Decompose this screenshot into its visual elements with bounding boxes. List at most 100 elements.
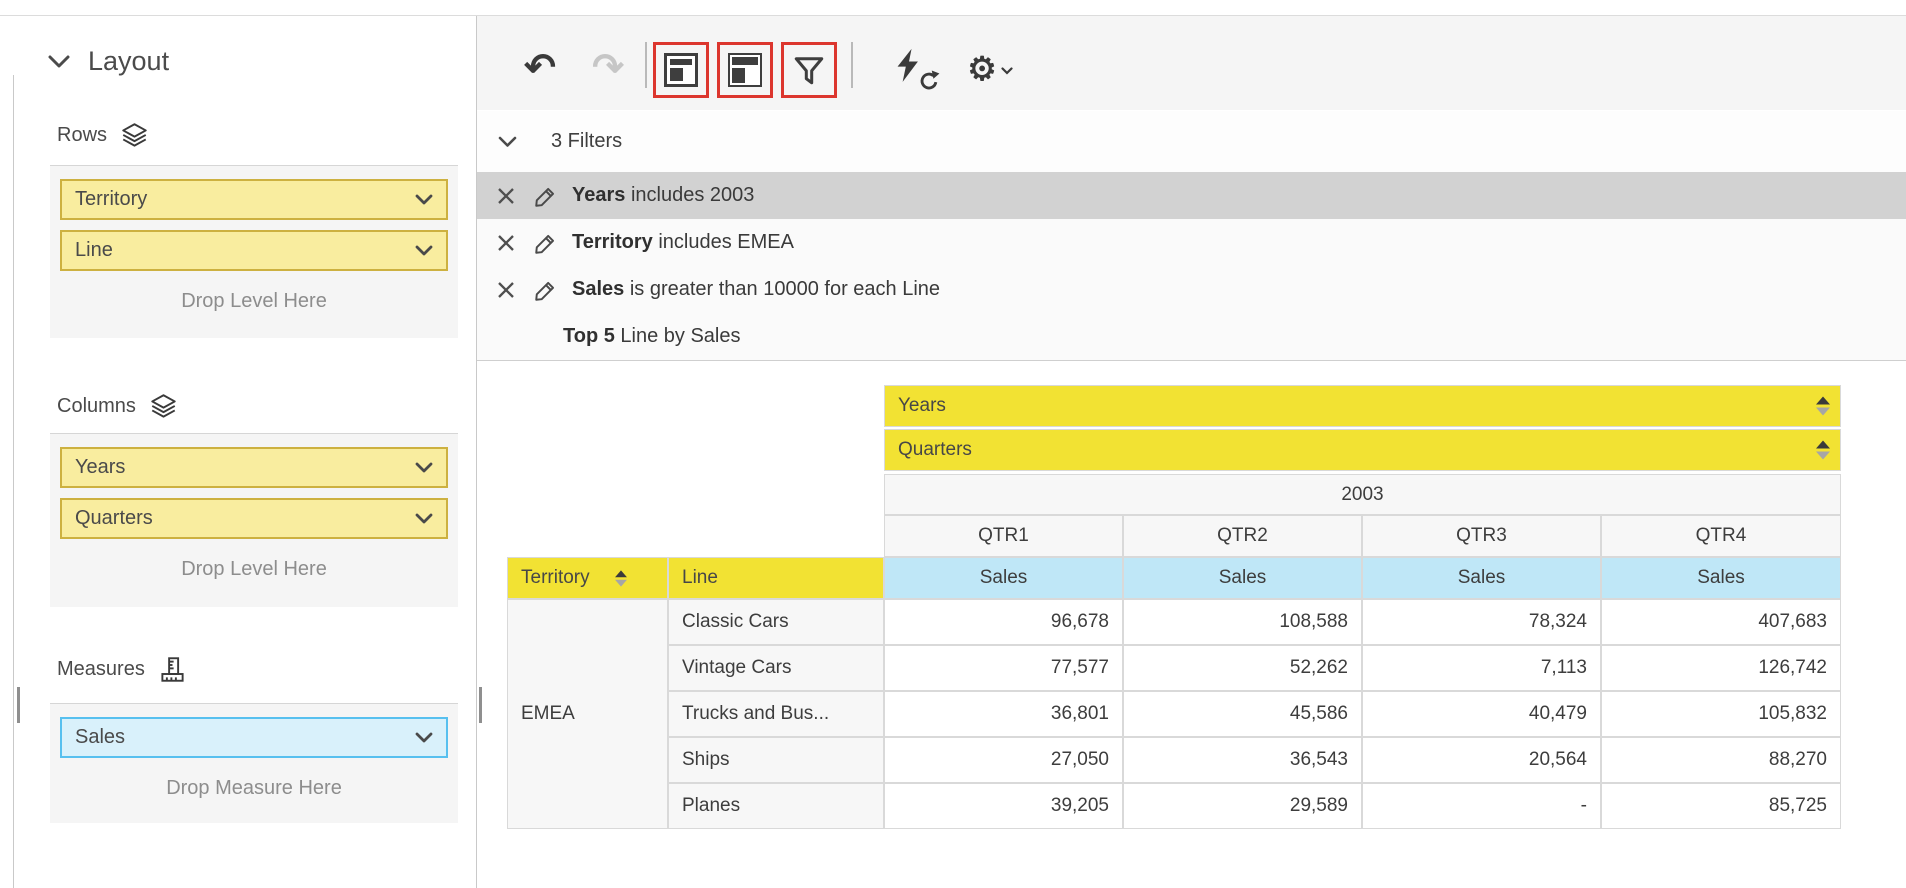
filter-row-years[interactable]: Years includes 2003 [477, 172, 1906, 219]
filter-text: Territory includes EMEA [572, 231, 794, 254]
value-cell[interactable]: 27,050 [884, 737, 1123, 783]
grid-headers-button[interactable] [717, 42, 773, 98]
quarter-header-cell[interactable]: QTR4 [1601, 515, 1841, 557]
remove-filter-icon[interactable] [497, 234, 517, 252]
value-cell[interactable]: 20,564 [1362, 737, 1601, 783]
rows-label: Rows [57, 124, 107, 147]
value-cell[interactable]: 36,543 [1123, 737, 1362, 783]
sidebar-left-border [13, 75, 14, 888]
measure-header-cell[interactable]: Sales [1123, 557, 1362, 599]
row-dimension-territory[interactable]: Territory [507, 557, 668, 599]
left-resize-handle[interactable] [17, 687, 20, 723]
value-cell[interactable]: 407,683 [1601, 599, 1841, 645]
filter-row-sales[interactable]: Sales is greater than 10000 for each Lin… [477, 266, 1906, 313]
column-dimension-years[interactable]: Years [884, 385, 1841, 427]
column-dimension-quarters[interactable]: Quarters [884, 429, 1841, 471]
filter-row-top5[interactable]: Top 5 Line by Sales [477, 313, 1906, 360]
value-cell[interactable]: 77,577 [884, 645, 1123, 691]
filters-header[interactable]: 3 Filters [477, 111, 1906, 172]
chevron-down-icon [415, 732, 433, 743]
value-cell[interactable]: 88,270 [1601, 737, 1841, 783]
measures-section-label: Measures [57, 656, 186, 683]
value-cell[interactable]: 108,588 [1123, 599, 1362, 645]
remove-filter-icon[interactable] [497, 187, 517, 205]
row-field-line[interactable]: Line [60, 230, 448, 271]
value-cell[interactable]: 78,324 [1362, 599, 1601, 645]
field-label: Quarters [75, 507, 153, 530]
divider-resize-handle[interactable] [479, 687, 482, 723]
options-button[interactable]: ⚙ [961, 44, 1019, 92]
quarter-header-cell[interactable]: QTR2 [1123, 515, 1362, 557]
filter-button[interactable] [781, 42, 837, 98]
territory-row-header[interactable]: EMEA [507, 599, 668, 829]
undo-button[interactable]: ↶ [517, 46, 563, 90]
line-row-header[interactable]: Trucks and Bus... [668, 691, 884, 737]
value-cell[interactable]: 29,589 [1123, 783, 1362, 829]
field-label: Years [75, 456, 125, 479]
value-cell[interactable]: 7,113 [1362, 645, 1601, 691]
year-header-cell[interactable]: 2003 [884, 474, 1841, 515]
edit-filter-pencil-icon[interactable] [533, 277, 559, 303]
filter-field: Sales [572, 278, 624, 300]
column-field-quarters[interactable]: Quarters [60, 498, 448, 539]
measure-header-cell[interactable]: Sales [1362, 557, 1601, 599]
edit-filter-pencil-icon[interactable] [533, 230, 559, 256]
measure-header-cell[interactable]: Sales [1601, 557, 1841, 599]
pivot-table: Years Quarters 2003 QTR1 QTR2 QTR3 QTR4 … [507, 385, 1841, 829]
redo-button[interactable]: ↷ [585, 46, 631, 90]
instant-refresh-icon [893, 46, 937, 90]
line-row-header[interactable]: Ships [668, 737, 884, 783]
chevron-down-icon [415, 462, 433, 473]
rows-drop-zone[interactable]: Territory Line Drop Level Here [50, 165, 458, 338]
quarter-header-cell[interactable]: QTR3 [1362, 515, 1601, 557]
drop-measure-hint: Drop Measure Here [60, 777, 448, 800]
value-cell[interactable]: - [1362, 783, 1601, 829]
measure-header-cell[interactable]: Sales [884, 557, 1123, 599]
value-cell[interactable]: 52,262 [1123, 645, 1362, 691]
measures-drop-zone[interactable]: Sales Drop Measure Here [50, 703, 458, 823]
chevron-down-icon [415, 245, 433, 256]
filter-condition: Line by Sales [620, 325, 740, 347]
value-cell[interactable]: 36,801 [884, 691, 1123, 737]
edit-filter-pencil-icon[interactable] [533, 183, 559, 209]
line-row-header[interactable]: Planes [668, 783, 884, 829]
value-cell[interactable]: 105,832 [1601, 691, 1841, 737]
filter-row-territory[interactable]: Territory includes EMEA [477, 219, 1906, 266]
filter-field: Years [572, 184, 625, 206]
sort-toggle-icon[interactable] [1816, 397, 1830, 416]
filter-field: Top 5 [563, 325, 615, 347]
layers-icon [121, 122, 148, 149]
columns-drop-zone[interactable]: Years Quarters Drop Level Here [50, 433, 458, 607]
chevron-down-icon [415, 194, 433, 205]
value-cell[interactable]: 85,725 [1601, 783, 1841, 829]
measure-field-sales[interactable]: Sales [60, 717, 448, 758]
value-cell[interactable]: 39,205 [884, 783, 1123, 829]
value-cell[interactable]: 126,742 [1601, 645, 1841, 691]
value-cell[interactable]: 45,586 [1123, 691, 1362, 737]
grid-headers-icon [728, 53, 762, 87]
grid-layout-icon [664, 53, 698, 87]
drop-level-hint: Drop Level Here [60, 558, 448, 581]
quarter-header-cell[interactable]: QTR1 [884, 515, 1123, 557]
layout-panel-header[interactable]: Layout [48, 46, 169, 77]
value-cell[interactable]: 40,479 [1362, 691, 1601, 737]
row-dimension-line[interactable]: Line [668, 557, 884, 599]
redo-icon: ↷ [592, 49, 624, 87]
filter-field: Territory [572, 231, 653, 253]
filter-text: Sales is greater than 10000 for each Lin… [572, 278, 940, 301]
field-label: Sales [75, 726, 125, 749]
columns-section-label: Columns [57, 393, 177, 420]
sort-toggle-icon[interactable] [1816, 441, 1830, 460]
layers-icon [150, 393, 177, 420]
chevron-down-icon [498, 136, 517, 148]
grid-layout-button[interactable] [653, 42, 709, 98]
line-row-header[interactable]: Vintage Cars [668, 645, 884, 691]
dimension-label: Line [682, 567, 718, 589]
value-cell[interactable]: 96,678 [884, 599, 1123, 645]
instant-refresh-button[interactable] [889, 44, 941, 92]
sort-toggle-icon[interactable] [615, 570, 627, 586]
line-row-header[interactable]: Classic Cars [668, 599, 884, 645]
row-field-territory[interactable]: Territory [60, 179, 448, 220]
column-field-years[interactable]: Years [60, 447, 448, 488]
remove-filter-icon[interactable] [497, 281, 517, 299]
